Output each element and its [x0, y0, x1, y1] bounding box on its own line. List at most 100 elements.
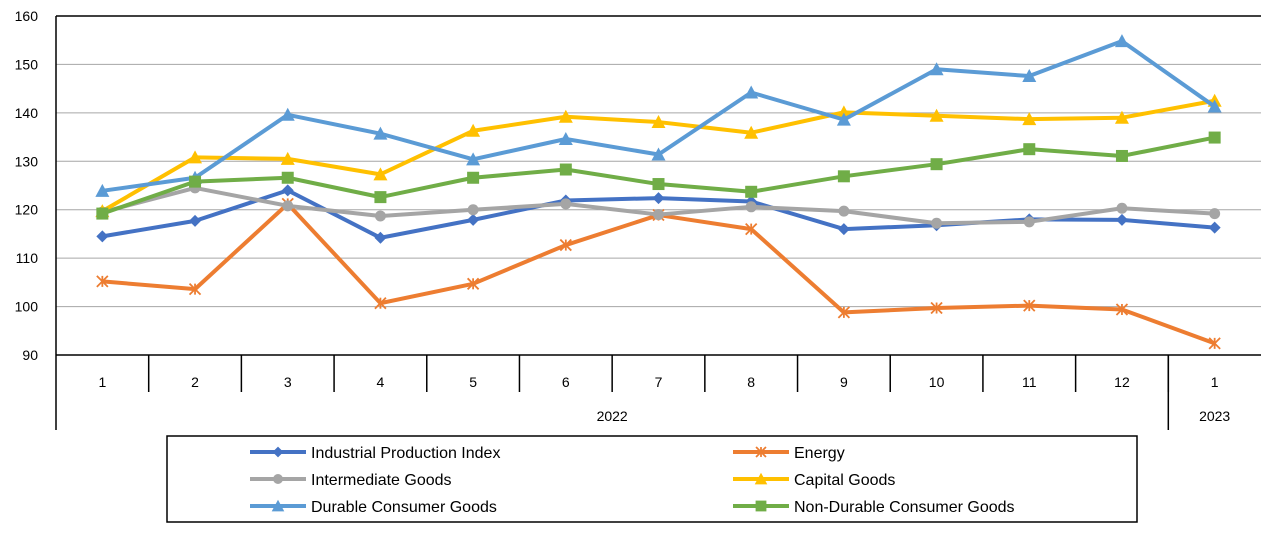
legend: Industrial Production Index Energy Interme… [166, 435, 1138, 523]
y-tick-label: 150 [15, 56, 39, 72]
data-point [838, 205, 850, 217]
y-tick-label: 140 [15, 105, 39, 121]
legend-label: Intermediate Goods [311, 472, 452, 489]
data-point [558, 132, 573, 146]
data-point [930, 158, 943, 171]
data-point [837, 170, 850, 183]
x-tick-label: 1 [98, 374, 106, 390]
x-tick-label: 2 [191, 374, 199, 390]
data-point [1115, 303, 1129, 316]
y-tick-label: 100 [15, 299, 39, 315]
data-point [467, 171, 480, 184]
data-point [95, 183, 110, 197]
legend-marker [272, 446, 284, 458]
y-tick-label: 120 [15, 202, 39, 218]
data-point [652, 178, 665, 191]
legend-item: Non-Durable Consumer Goods [733, 499, 1015, 516]
data-point [559, 163, 572, 176]
data-point [929, 62, 944, 76]
x-tick-label: 11 [1022, 374, 1037, 390]
data-point [1209, 208, 1221, 220]
series-line [102, 201, 1216, 346]
data-point [1208, 131, 1221, 144]
data-point [837, 306, 851, 319]
data-point [1208, 221, 1221, 234]
y-tick-label: 130 [15, 153, 39, 169]
data-point [931, 217, 943, 229]
data-point [559, 238, 572, 252]
data-point [373, 126, 388, 140]
data-point [189, 214, 202, 227]
legend-label: Durable Consumer Goods [311, 499, 497, 516]
data-point [374, 210, 386, 222]
x-tick-label: 5 [469, 374, 477, 390]
data-point [188, 283, 202, 296]
x-tick-label: 12 [1114, 374, 1130, 390]
data-point [836, 105, 851, 119]
legend-label: Capital Goods [794, 472, 895, 489]
data-point [373, 167, 388, 181]
data-point [466, 152, 481, 166]
data-point [560, 198, 572, 210]
legend-marker [755, 446, 767, 458]
legend-item: Capital Goods [733, 472, 895, 489]
data-point [1023, 299, 1036, 312]
data-point [1022, 69, 1037, 83]
x-tick-label: 9 [840, 374, 848, 390]
data-point [96, 207, 109, 220]
y-axis-tick-labels: 90 100 110 120 130 140 150 160 [15, 8, 39, 363]
data-point [651, 147, 666, 161]
x-tick-label: 3 [284, 374, 292, 390]
data-point [280, 151, 295, 165]
data-point [96, 230, 109, 243]
legend-box [166, 435, 1138, 523]
data-point [653, 209, 664, 221]
x-tick-label: 8 [747, 374, 755, 390]
data-point [652, 192, 665, 205]
legend-label: Energy [794, 445, 845, 462]
data-point [1208, 337, 1221, 350]
legend-item: Industrial Production Index [250, 445, 500, 462]
data-point [1114, 110, 1129, 124]
data-point [1115, 213, 1128, 226]
data-point [1207, 99, 1222, 113]
data-point [188, 150, 203, 164]
data-point [282, 200, 294, 212]
data-point [96, 275, 109, 288]
data-point [280, 107, 295, 121]
data-point [281, 184, 294, 197]
data-point [467, 204, 479, 216]
data-point [744, 85, 759, 99]
data-point [651, 115, 666, 129]
data-point [467, 213, 480, 226]
legend-label: Industrial Production Index [311, 445, 500, 462]
y-tick-label: 160 [15, 8, 39, 24]
data-point [189, 175, 202, 188]
data-point [836, 112, 851, 126]
y-tick-label: 110 [16, 250, 39, 266]
data-point [1115, 149, 1128, 162]
data-point [929, 108, 944, 122]
data-point [745, 201, 757, 213]
legend-marker [755, 500, 767, 512]
data-point [1023, 216, 1035, 228]
legend-item: Durable Consumer Goods [250, 499, 497, 516]
data-point [558, 109, 573, 123]
legend-item: Intermediate Goods [250, 472, 452, 489]
legend-label: Non-Durable Consumer Goods [794, 499, 1015, 516]
data-point [374, 191, 387, 204]
x-group-label: 2022 [597, 408, 628, 424]
data-point [745, 185, 758, 198]
data-point [1023, 143, 1036, 156]
series-lines [95, 34, 1222, 350]
series-non-durable-consumer-goods [96, 131, 1221, 220]
x-tick-label: 1 [1211, 374, 1219, 390]
data-point [745, 222, 758, 236]
data-point [374, 297, 387, 310]
legend-item: Energy [733, 445, 845, 462]
data-point [281, 171, 294, 184]
data-point [466, 123, 481, 137]
x-tick-label: 6 [562, 374, 570, 390]
